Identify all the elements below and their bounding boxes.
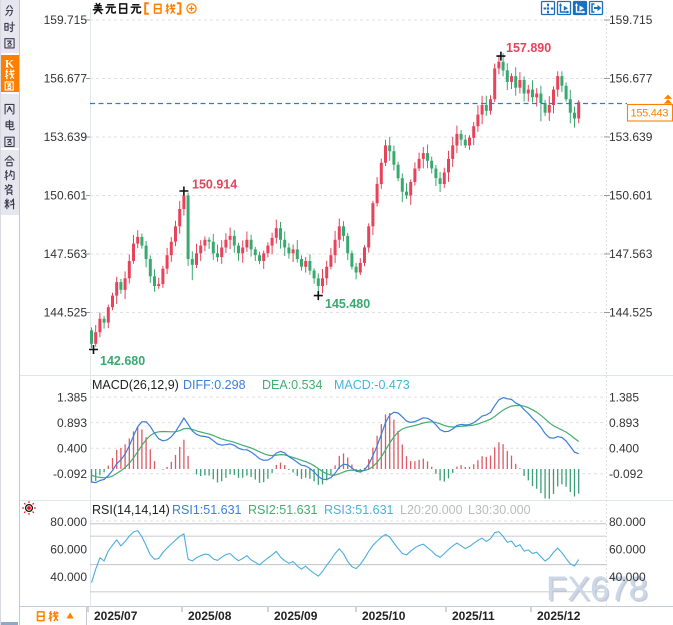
svg-text:0.400: 0.400 — [57, 441, 87, 455]
svg-text:RSI3:51.631: RSI3:51.631 — [324, 503, 394, 517]
svg-text:K: K — [5, 57, 15, 71]
svg-text:150.914: 150.914 — [192, 178, 237, 192]
svg-text:153.639: 153.639 — [609, 130, 653, 144]
svg-text:2025/12: 2025/12 — [537, 609, 581, 623]
svg-text:159.715: 159.715 — [44, 13, 88, 27]
svg-text:40.000: 40.000 — [609, 570, 646, 584]
svg-text:60.000: 60.000 — [50, 543, 87, 557]
svg-text:0.400: 0.400 — [609, 441, 639, 455]
svg-text:156.677: 156.677 — [609, 72, 653, 86]
svg-text:-0.092: -0.092 — [609, 467, 643, 481]
svg-text:1.385: 1.385 — [609, 390, 639, 404]
svg-text:2025/10: 2025/10 — [362, 609, 406, 623]
svg-text:MACD:-0.473: MACD:-0.473 — [334, 378, 410, 392]
svg-text:147.563: 147.563 — [44, 247, 88, 261]
svg-text:MACD(26,12,9): MACD(26,12,9) — [92, 378, 179, 392]
svg-text:RSI(14,14,14): RSI(14,14,14) — [92, 503, 170, 517]
svg-text:156.677: 156.677 — [44, 72, 88, 86]
svg-text:RSI1:51.631: RSI1:51.631 — [172, 503, 242, 517]
svg-text:DEA:0.534: DEA:0.534 — [262, 378, 323, 392]
svg-text:2025/07: 2025/07 — [94, 609, 138, 623]
svg-text:147.563: 147.563 — [609, 247, 653, 261]
svg-text:0.893: 0.893 — [57, 416, 87, 430]
svg-text:FX678: FX678 — [548, 572, 650, 610]
svg-text:L30:30.000: L30:30.000 — [468, 503, 531, 517]
svg-text:1.385: 1.385 — [57, 390, 87, 404]
svg-text:L20:20.000: L20:20.000 — [400, 503, 463, 517]
svg-text:2025/09: 2025/09 — [274, 609, 318, 623]
svg-text:DIFF:0.298: DIFF:0.298 — [183, 378, 246, 392]
svg-text:80.000: 80.000 — [50, 515, 87, 529]
svg-text:159.715: 159.715 — [609, 13, 653, 27]
svg-text:144.525: 144.525 — [609, 306, 653, 320]
svg-text:142.680: 142.680 — [100, 354, 145, 368]
svg-text:155.443: 155.443 — [631, 108, 669, 120]
svg-text:2025/11: 2025/11 — [452, 609, 495, 623]
svg-text:150.601: 150.601 — [44, 189, 88, 203]
svg-text:0.893: 0.893 — [609, 416, 639, 430]
svg-text:2025/08: 2025/08 — [188, 609, 232, 623]
svg-text:-0.092: -0.092 — [53, 467, 87, 481]
svg-text:150.601: 150.601 — [609, 189, 653, 203]
svg-text:FX678: FX678 — [546, 570, 648, 608]
svg-text:145.480: 145.480 — [325, 297, 370, 311]
svg-text:157.890: 157.890 — [506, 41, 551, 55]
svg-text:144.525: 144.525 — [44, 306, 88, 320]
svg-text:153.639: 153.639 — [44, 130, 88, 144]
svg-text:60.000: 60.000 — [609, 543, 646, 557]
svg-text:40.000: 40.000 — [50, 570, 87, 584]
svg-text:RSI2:51.631: RSI2:51.631 — [248, 503, 318, 517]
svg-text:80.000: 80.000 — [609, 515, 646, 529]
